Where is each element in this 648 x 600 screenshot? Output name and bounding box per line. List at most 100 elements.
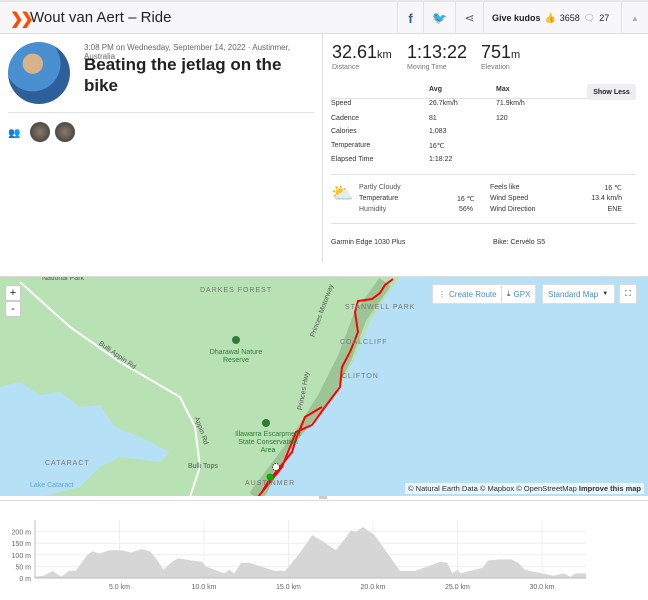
park-icon	[232, 336, 240, 344]
stat-avg: 16℃	[429, 143, 445, 150]
x-tick-label: 30.0 km	[529, 584, 554, 591]
weather-label: Feels like	[490, 184, 520, 191]
weather-label: Temperature	[359, 195, 399, 202]
download-icon: ⤓	[507, 289, 511, 298]
weather-label: Wind Speed	[490, 195, 529, 202]
ocean	[265, 277, 648, 496]
map-label: Lake Cataract	[30, 482, 74, 489]
weather-value: 56%	[459, 206, 474, 213]
park-icon	[262, 419, 270, 427]
activity-details: 3:08 PM on Wednesday, September 14, 2022…	[0, 34, 322, 262]
thumbs-up-icon: 👍	[544, 12, 556, 23]
weather-value: ENE	[607, 206, 622, 213]
activity-meta: 3:08 PM on Wednesday, September 14, 2022…	[84, 43, 291, 61]
x-tick-label: 25.0 km	[445, 584, 470, 591]
divider	[331, 174, 636, 175]
improve-map-link[interactable]: Improve this map	[578, 484, 641, 493]
avg-header: Avg	[429, 86, 442, 93]
weather-condition: Partly Cloudy	[359, 184, 401, 191]
stat-label: Elapsed Time	[331, 156, 374, 163]
road	[19, 281, 202, 496]
elevation-value: 751m	[481, 42, 521, 62]
group-member-avatar[interactable]	[30, 122, 50, 142]
create-route-button[interactable]: ⋮ Create Route	[432, 284, 503, 304]
route-map[interactable]: National Park DARKES FOREST Dharawal Natur…	[0, 276, 648, 496]
comments-count[interactable]: 27	[599, 13, 610, 23]
y-tick-label: 150 m	[12, 541, 32, 548]
facebook-share-button[interactable]: f	[397, 2, 423, 34]
weather-label: Humidity	[359, 206, 387, 213]
gpx-download-button[interactable]: ⤓ GPX	[501, 284, 537, 304]
caret-down-icon: ▼	[602, 291, 609, 297]
y-tick-label: 0 m	[19, 576, 31, 583]
stat-avg: 1,083	[429, 128, 447, 135]
give-kudos-button[interactable]: Give kudos	[492, 13, 541, 23]
stat-avg: 26.7km/h	[429, 100, 458, 107]
map-label: Dharawal Nature Reserve	[209, 349, 263, 364]
map-attribution: © Natural Earth Data © Mapbox © OpenStre…	[405, 483, 644, 494]
stat-label: Temperature	[331, 142, 371, 149]
map-label: CATARACT	[45, 460, 90, 467]
comment-icon: 🗨	[583, 12, 596, 23]
share-icon[interactable]: ⋖	[455, 2, 483, 34]
kudos-count[interactable]: 3658	[559, 13, 580, 23]
map-label: Bulli Tops	[188, 463, 218, 470]
twitter-share-button[interactable]: 🐦	[423, 2, 455, 34]
zoom-out-button[interactable]: -	[5, 301, 21, 317]
group-member-avatar[interactable]	[55, 122, 75, 142]
activity-name: Beating the jetlag on the bike	[84, 55, 282, 95]
stat-avg: 1:18:22	[429, 156, 453, 163]
map-type-select[interactable]: Standard Map ▼	[542, 284, 615, 304]
zoom-in-button[interactable]: +	[5, 285, 21, 301]
x-tick-label: 10.0 km	[192, 584, 217, 591]
stat-label: Speed	[331, 100, 352, 107]
header-title: Wout van Aert – Ride	[30, 9, 172, 26]
athlete-avatar[interactable]	[8, 42, 70, 104]
show-less-button[interactable]: Show Less	[587, 84, 636, 100]
elevation-label: Elevation	[481, 64, 510, 71]
partly-cloudy-icon: ⛅	[331, 183, 354, 203]
y-tick-label: 50 m	[15, 564, 31, 571]
route-line	[257, 278, 394, 496]
start-marker[interactable]	[266, 473, 274, 481]
stat-avg: 81	[429, 115, 437, 122]
y-tick-label: 200 m	[12, 530, 32, 537]
stat-max: 71.9km/h	[496, 100, 525, 107]
y-tick-label: 100 m	[12, 553, 32, 560]
map-canvas[interactable]	[0, 277, 648, 496]
activity-header: ❯❯ Wout van Aert – Ride f 🐦 ⋖ Give kudos…	[0, 0, 648, 34]
map-label: Illawarra Escarpment State Conservation …	[235, 431, 301, 454]
weather-value: 16 ℃	[457, 196, 475, 203]
lake-cataract	[0, 382, 170, 496]
weather-value: 16 ℃	[604, 185, 622, 192]
map-label: DARKES FOREST	[200, 287, 273, 294]
weather-value: 13.4 km/h	[591, 195, 622, 202]
x-tick-label: 15.0 km	[276, 584, 301, 591]
map-label: CLIFTON	[342, 373, 379, 380]
finish-flag-icon[interactable]	[272, 463, 280, 471]
x-tick-label: 20.0 km	[360, 584, 385, 591]
activity-stats: 32.61km Distance 1:13:22 Moving Time 751…	[322, 34, 648, 262]
divider	[331, 223, 636, 224]
stat-label: Cadence	[331, 115, 360, 122]
moving-time-label: Moving Time	[407, 64, 447, 71]
map-label: STANWELL PARK	[345, 304, 416, 311]
moving-time-value: 1:13:22	[407, 42, 468, 62]
x-tick-label: 5.0 km	[109, 584, 130, 591]
device-name: Garmin Edge 1030 Plus	[331, 239, 406, 246]
group-icon: 👥	[8, 128, 21, 139]
map-label: National Park	[42, 276, 85, 282]
elevation-area	[35, 527, 586, 578]
collapse-button[interactable]: ▲	[621, 2, 648, 34]
elevation-profile: 0 m 50 m 100 m 150 m 200 m 5.0 km 10.0 km 15.0 …	[12, 520, 586, 591]
fullscreen-button[interactable]: ⛶	[619, 284, 637, 304]
max-header: Max	[496, 86, 510, 93]
resize-handle[interactable]	[319, 496, 327, 499]
stat-max: 120	[496, 115, 508, 122]
route-icon: ⋮	[438, 289, 446, 299]
bike-name: Bike: Cervélo S5	[493, 239, 546, 246]
strava-chevron-icon: ❯❯	[10, 11, 34, 28]
elevation-chart: 0 m 50 m 100 m 150 m 200 m 5.0 km 10.0 km 15.0 …	[0, 500, 648, 594]
distance-value: 32.61km	[332, 42, 392, 62]
divider	[8, 112, 314, 113]
